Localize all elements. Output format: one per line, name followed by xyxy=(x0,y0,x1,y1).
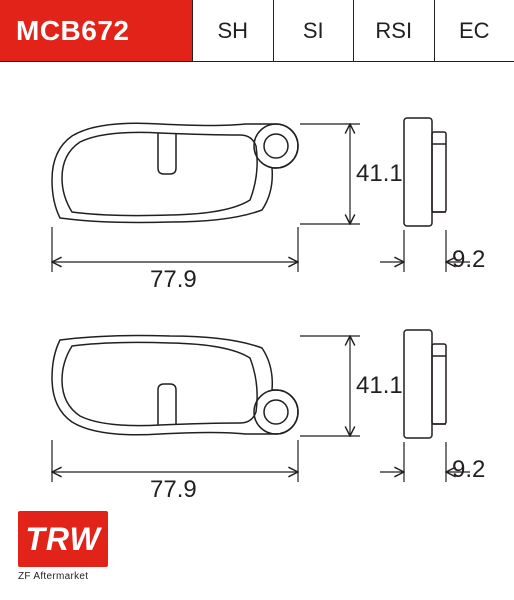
pad1-side xyxy=(404,118,446,226)
variant-row: SH SI RSI EC xyxy=(192,0,514,61)
pad2-side xyxy=(404,330,446,438)
dim-width-1: 77.9 xyxy=(150,266,197,294)
part-number-box: MCB672 xyxy=(0,0,192,61)
logo-badge: TRW xyxy=(18,511,108,567)
variant-cell: RSI xyxy=(353,0,434,61)
pad1-front xyxy=(52,123,298,222)
part-number: MCB672 xyxy=(16,15,129,47)
technical-drawing: 41.1 77.9 9.2 41.1 77.9 9.2 TRW ZF After… xyxy=(0,62,514,600)
logo-tagline: ZF Aftermarket xyxy=(18,571,108,582)
logo-text: TRW xyxy=(25,521,100,558)
dim-height-1: 41.1 xyxy=(356,160,403,188)
dim-width-2: 77.9 xyxy=(150,476,197,504)
dim-thick-2: 9.2 xyxy=(452,456,485,484)
variant-cell: EC xyxy=(434,0,514,61)
brand-logo: TRW ZF Aftermarket xyxy=(18,511,108,582)
dim-thick-1: 9.2 xyxy=(452,246,485,274)
pad2-front xyxy=(52,336,298,435)
variant-cell: SI xyxy=(273,0,354,61)
dim-height-2: 41.1 xyxy=(356,372,403,400)
header-bar: MCB672 SH SI RSI EC xyxy=(0,0,514,62)
variant-cell: SH xyxy=(192,0,273,61)
